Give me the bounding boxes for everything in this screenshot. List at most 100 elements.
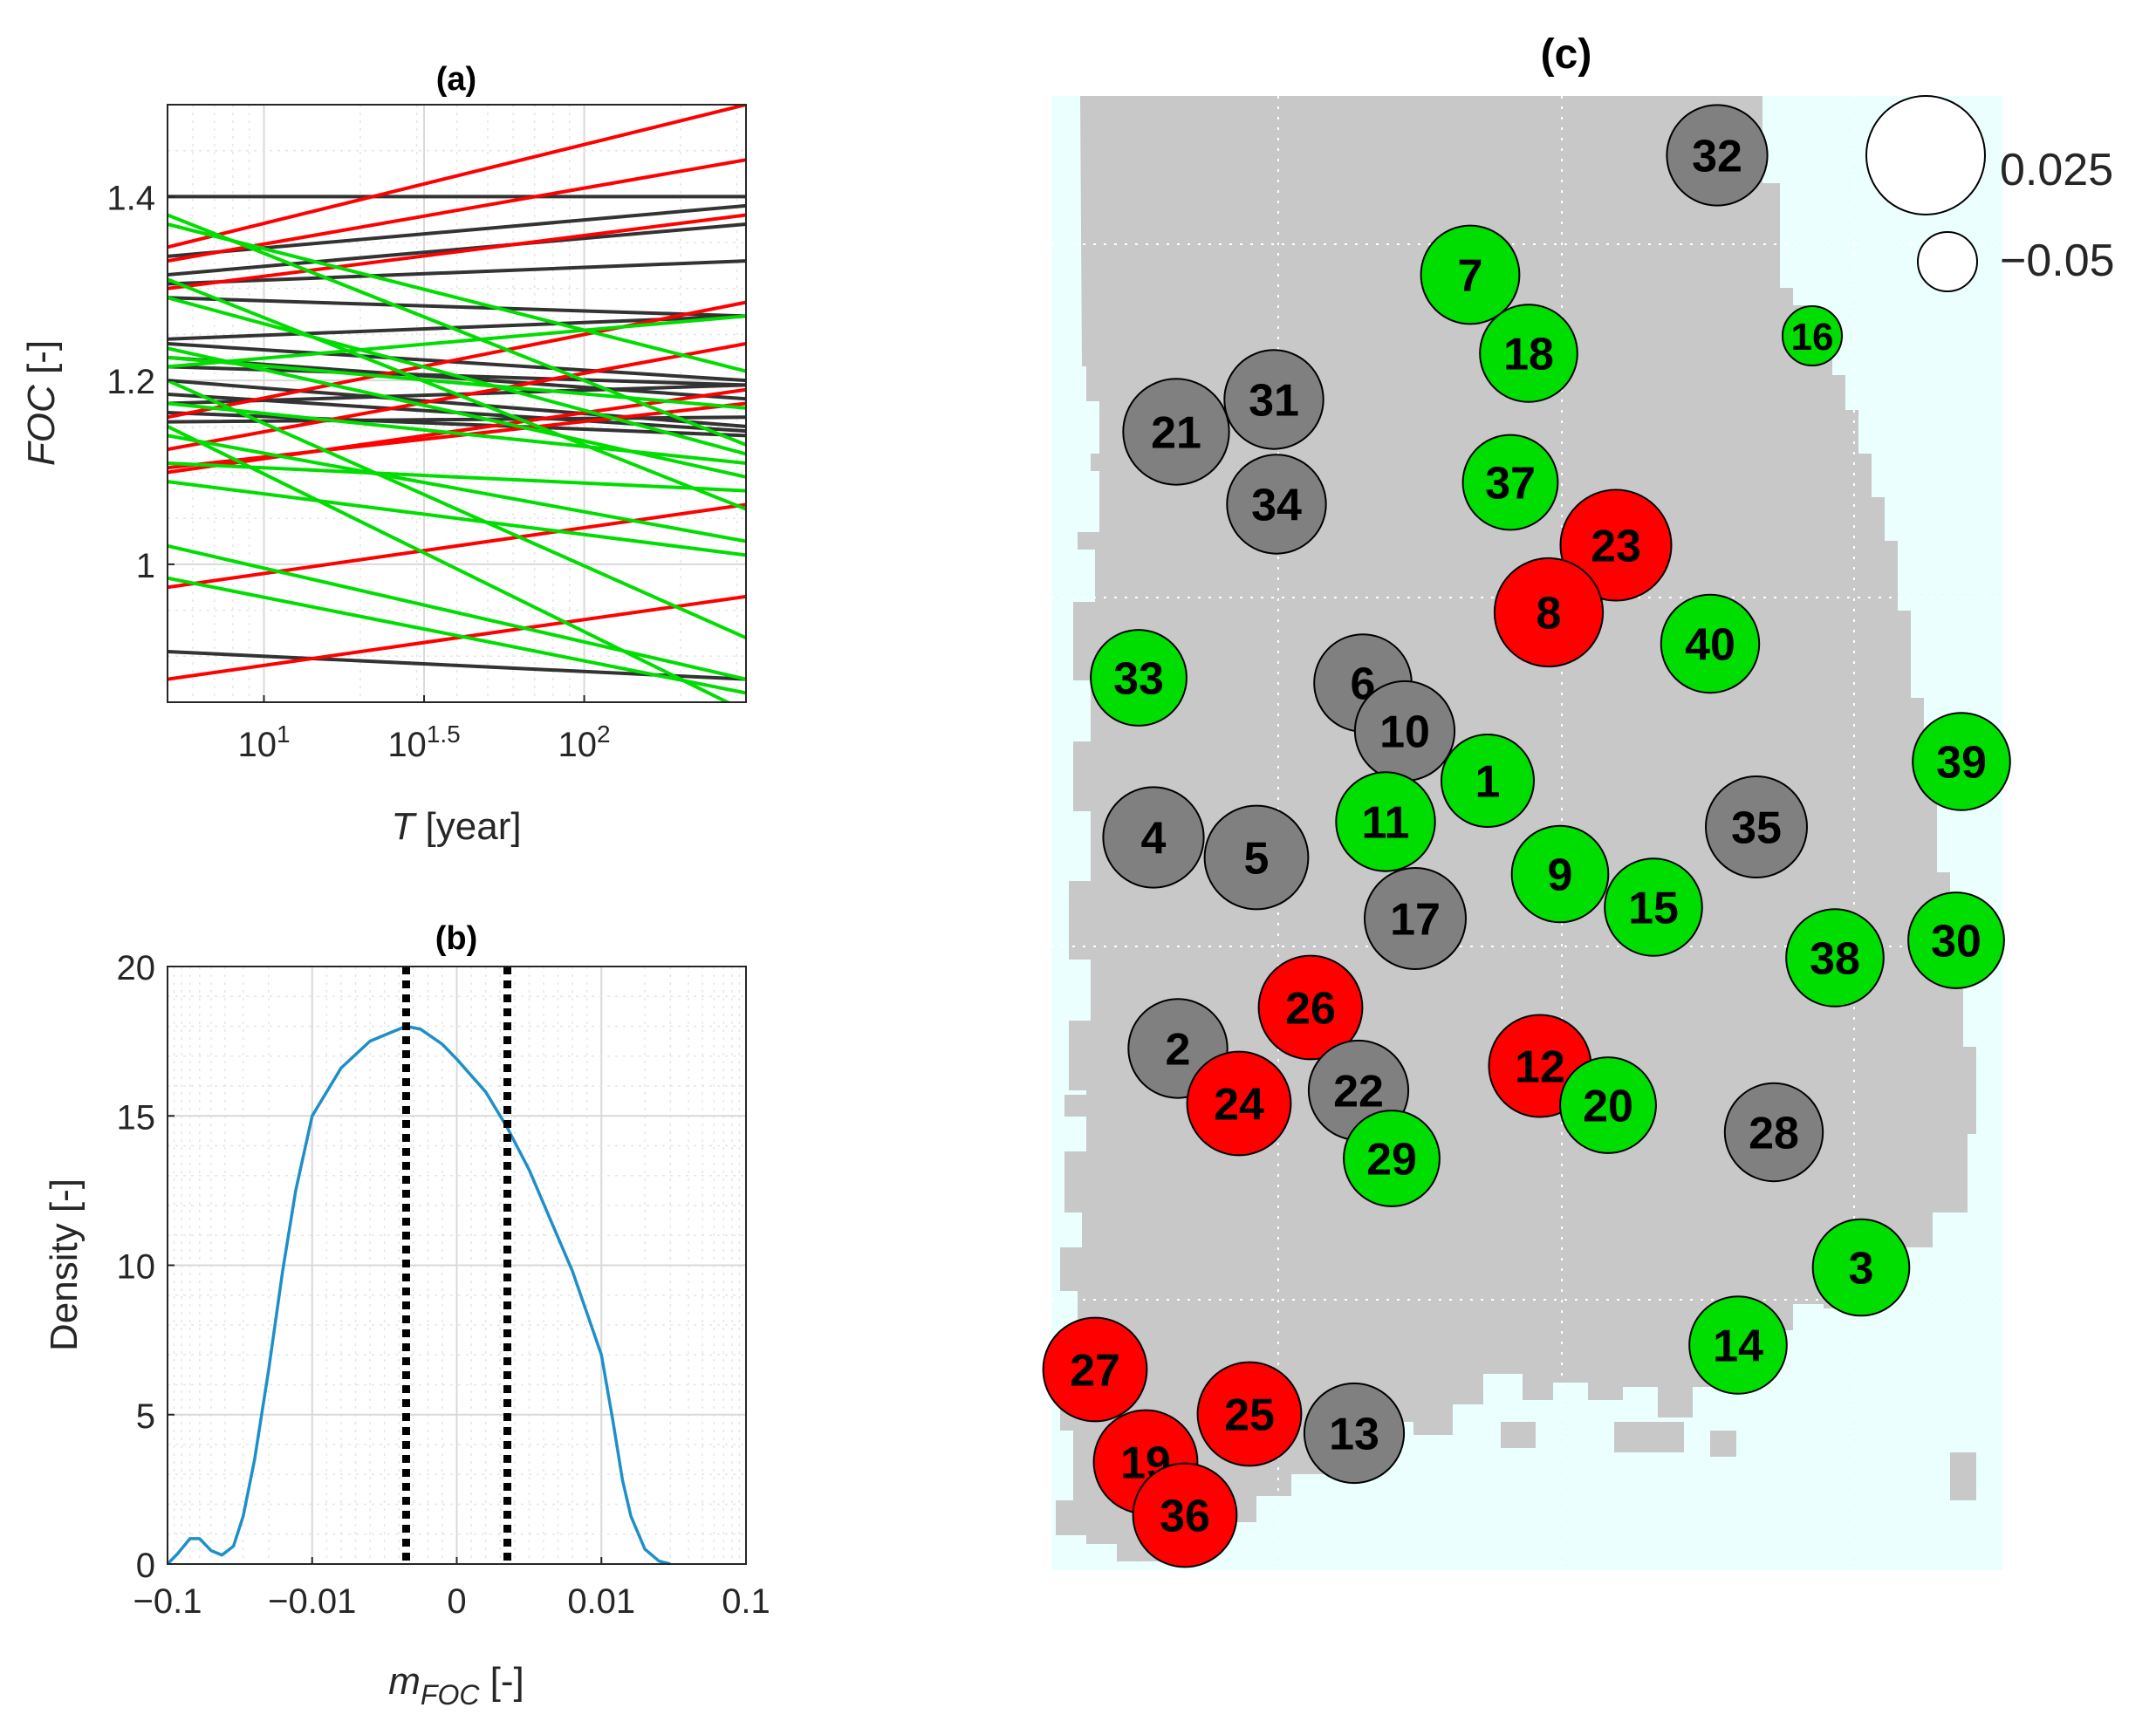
station: 9	[1510, 824, 1610, 924]
panel-a-ylabel-unit: [-]	[20, 340, 63, 385]
foc-line-increase	[168, 594, 746, 681]
foc-line-decrease	[168, 576, 746, 695]
station-marker-neutral	[1122, 378, 1230, 486]
foc-line-neutral	[168, 296, 746, 318]
station-marker-decrease	[1335, 771, 1436, 872]
station-label: 9	[1548, 850, 1573, 901]
station: 38	[1785, 908, 1885, 1008]
x-tick-label: −0.1	[133, 1582, 202, 1621]
station-marker-decrease	[1479, 304, 1578, 403]
foc-line-increase	[168, 342, 746, 452]
island	[1064, 1095, 1086, 1117]
station-marker-decrease	[1343, 1110, 1441, 1207]
station: 40	[1660, 593, 1761, 694]
station-label: 20	[1583, 1082, 1633, 1132]
station-label: 30	[1931, 917, 1981, 967]
station-marker-neutral	[1102, 786, 1205, 889]
station: 1	[1441, 734, 1535, 828]
station-marker-decrease	[1811, 1218, 1911, 1317]
station-label: 24	[1214, 1080, 1264, 1130]
station-label: 13	[1329, 1410, 1379, 1460]
station-label: 36	[1160, 1492, 1210, 1542]
panel-b-xlabel-unit: [-]	[479, 1660, 524, 1703]
station: 27	[1042, 1316, 1148, 1423]
station: 5	[1203, 804, 1310, 911]
panel-a-xlabel-var: T	[391, 805, 417, 848]
foc-line-increase	[168, 502, 746, 590]
foc-line-decrease	[168, 222, 746, 373]
station-marker-neutral	[1223, 349, 1324, 450]
panel-b-plot	[168, 967, 671, 1564]
panel-a-title: (a)	[436, 61, 476, 98]
panel-a-lines	[168, 105, 746, 702]
panel-a-xlabel-unit: [year]	[414, 805, 521, 848]
station-label: 23	[1591, 522, 1641, 572]
panel-a: (a) 1 1.2 1.4 101 101.5 102 T [year] FOC [-]	[20, 61, 747, 848]
panel-a-axes-box	[167, 104, 747, 703]
station-label: 21	[1151, 408, 1201, 459]
station: 35	[1705, 775, 1808, 878]
station-label: 18	[1503, 330, 1554, 380]
station-marker-increase	[1559, 488, 1673, 602]
foc-line-decrease	[168, 355, 746, 410]
y-tick-label: 15	[117, 1098, 156, 1137]
station-marker-increase	[1186, 1050, 1292, 1157]
foc-line-neutral	[168, 415, 746, 424]
station: 20	[1559, 1056, 1657, 1154]
foc-line-decrease	[168, 379, 746, 640]
station-marker-decrease	[1785, 908, 1885, 1008]
station: 34	[1226, 454, 1327, 555]
station: 26	[1257, 954, 1364, 1061]
station: 39	[1912, 712, 2011, 811]
panel-b-ticks: 0 5 10 15 20 −0.1 −0.01 0 0.01 0.1	[117, 949, 770, 1621]
station: 33	[1090, 629, 1188, 727]
station-label: 2	[1166, 1025, 1191, 1076]
x-tick-label: 0.01	[567, 1582, 635, 1621]
island	[1091, 1038, 1108, 1055]
station-marker-decrease	[1461, 434, 1559, 531]
station: 36	[1132, 1462, 1238, 1568]
station: 37	[1461, 434, 1559, 531]
foc-line-decrease	[168, 213, 746, 447]
station-label: 39	[1936, 738, 1987, 789]
map-grid	[1051, 96, 2002, 1570]
foc-line-decrease	[168, 461, 746, 493]
station-marker-decrease	[1090, 629, 1188, 727]
station-label: 37	[1485, 459, 1536, 509]
station-label: 26	[1285, 984, 1336, 1035]
y-tick-label: 1.2	[106, 363, 155, 401]
station-marker-neutral	[1723, 1082, 1824, 1183]
station-label: 16	[1791, 316, 1834, 359]
station: 32	[1666, 104, 1769, 207]
station-label: 8	[1537, 589, 1562, 639]
station: 28	[1723, 1082, 1824, 1183]
foc-line-decrease	[168, 296, 746, 456]
station: 3	[1811, 1218, 1911, 1317]
station-label: 11	[1362, 798, 1410, 849]
panel-b-title: (b)	[435, 920, 478, 957]
panel-a-ylabel-var: FOC	[20, 384, 63, 466]
station-label: 17	[1390, 895, 1441, 946]
foc-line-decrease	[168, 277, 746, 511]
station-marker-increase	[1042, 1316, 1148, 1423]
station-label: 22	[1333, 1067, 1384, 1117]
station-marker-increase	[1132, 1462, 1238, 1568]
station-label: 10	[1379, 707, 1430, 758]
station-marker-decrease	[1688, 1295, 1788, 1395]
x-tick-label: 0.1	[722, 1582, 770, 1621]
foc-line-increase	[168, 300, 746, 420]
station-label: 4	[1141, 814, 1167, 864]
station: 7	[1420, 224, 1521, 325]
station: 16	[1782, 305, 1843, 366]
station: 23	[1559, 488, 1673, 602]
station-label: 7	[1458, 251, 1483, 302]
station-marker-decrease	[1912, 712, 2011, 811]
station: 15	[1604, 857, 1703, 957]
station: 30	[1907, 891, 2005, 989]
foc-line-decrease	[168, 543, 746, 681]
foc-line-decrease	[168, 424, 732, 702]
foc-line-neutral	[168, 411, 746, 438]
y-tick-label: 0	[136, 1547, 155, 1585]
